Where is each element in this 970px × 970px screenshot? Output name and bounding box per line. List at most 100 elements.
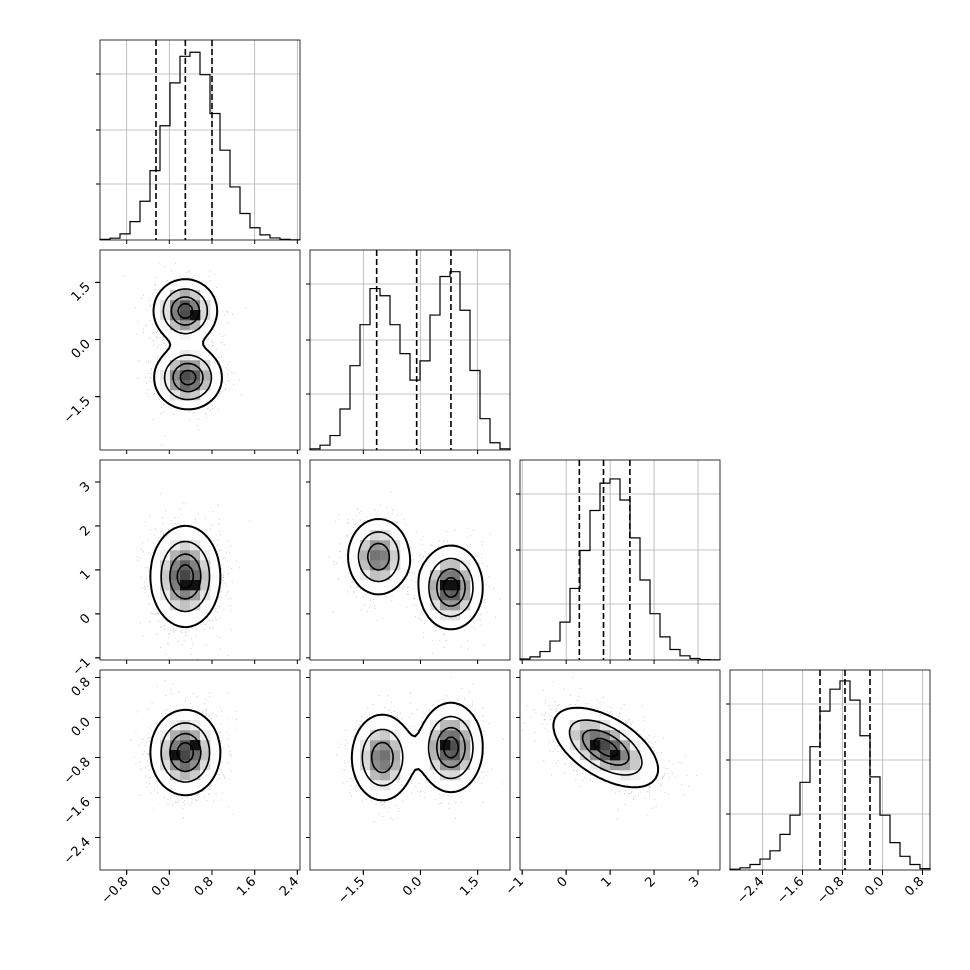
density-bin [160,310,171,321]
contour-line [176,563,195,589]
contour-line [552,706,660,789]
density-content [522,677,698,820]
density-bin [190,760,201,771]
density-bin [460,750,471,761]
density-bin [600,740,611,751]
panel-frame [309,249,511,451]
density-bin [190,730,201,741]
density-bin [620,750,631,761]
density-bin [190,320,201,331]
x-tick-label: −0.8 [99,874,132,907]
contour-line [357,531,474,618]
density-bin [450,740,461,751]
density-bin [160,750,171,761]
density-bin [190,770,201,781]
density-bin [590,720,601,731]
density-bin [440,720,451,731]
contour-line [149,524,222,629]
density-bin [380,740,391,751]
density-bin [180,360,191,371]
histogram-panel [306,249,511,454]
contour-line [350,701,484,802]
density-bin [200,310,211,321]
x-tick-label: −2.4 [734,874,767,907]
density-bin [170,360,181,371]
density-bin [190,380,201,391]
density-bin [570,730,581,741]
density-bin [360,540,371,551]
density-bin [190,300,201,311]
x-tick-label: −1.6 [774,874,807,907]
density-bin [450,580,461,591]
density-bin [440,560,451,571]
density-bin [460,600,471,611]
density-bin [170,770,181,781]
contour-line [149,708,222,797]
density-bin [430,760,441,771]
density-bin [190,310,201,321]
contour-line [568,719,643,776]
x-tick-label: 2.4 [277,874,302,899]
density-bin [190,740,201,751]
density-bin [580,750,591,761]
density-bin [180,590,191,601]
density-bin [440,770,451,781]
density-bin [370,570,381,581]
density-bin [370,730,381,741]
density-bin [180,570,191,581]
density-bin [630,770,641,781]
density-bin [380,570,391,581]
histogram-step [99,51,301,241]
y-tick-label: 0.0 [69,337,94,362]
y-tick-label: 0 [77,611,93,627]
density-bin [610,730,621,741]
density-content [123,262,247,446]
density-bin [440,580,451,591]
y-tick-label: −0.8 [61,755,94,788]
density-bin [370,760,381,771]
density-bin [200,300,211,311]
histogram-step [309,271,511,450]
density-bin [590,730,601,741]
density-bin [180,720,191,731]
density-content [136,493,250,660]
density-bin [430,730,441,741]
density-bin [170,550,181,561]
density-bin [380,530,391,541]
density-bin [360,760,371,771]
x-tick-label: 3 [686,874,702,890]
density-bin [440,590,451,601]
density-bin [160,560,171,571]
density-bin [370,530,381,541]
density-bin [190,750,201,761]
density-bin [450,730,461,741]
density-bin [390,560,401,571]
contour-line [152,278,223,411]
density-bin [380,560,391,571]
density-bin [170,730,181,741]
contour-line [169,732,202,773]
x-tick-label: 2 [642,874,658,890]
density-bin [440,740,451,751]
contour-line [160,722,211,783]
density-bin [430,590,441,601]
density-bin [370,740,381,751]
density-bin [390,550,401,561]
density-bin [170,370,181,381]
histogram-step [729,680,931,870]
density-bin [160,760,171,771]
density-bin [460,570,471,581]
density-panel [96,669,301,874]
density-bin [380,770,391,781]
density-bin [200,560,211,571]
density-bin [170,310,181,321]
density-bin [180,380,191,391]
histogram-panel [516,459,721,664]
contour-line [176,741,195,764]
contour-line [177,302,197,386]
density-bin [160,300,171,311]
density-bin [380,730,391,741]
contour-line [370,726,466,774]
density-bin [170,740,181,751]
density-bin [170,760,181,771]
